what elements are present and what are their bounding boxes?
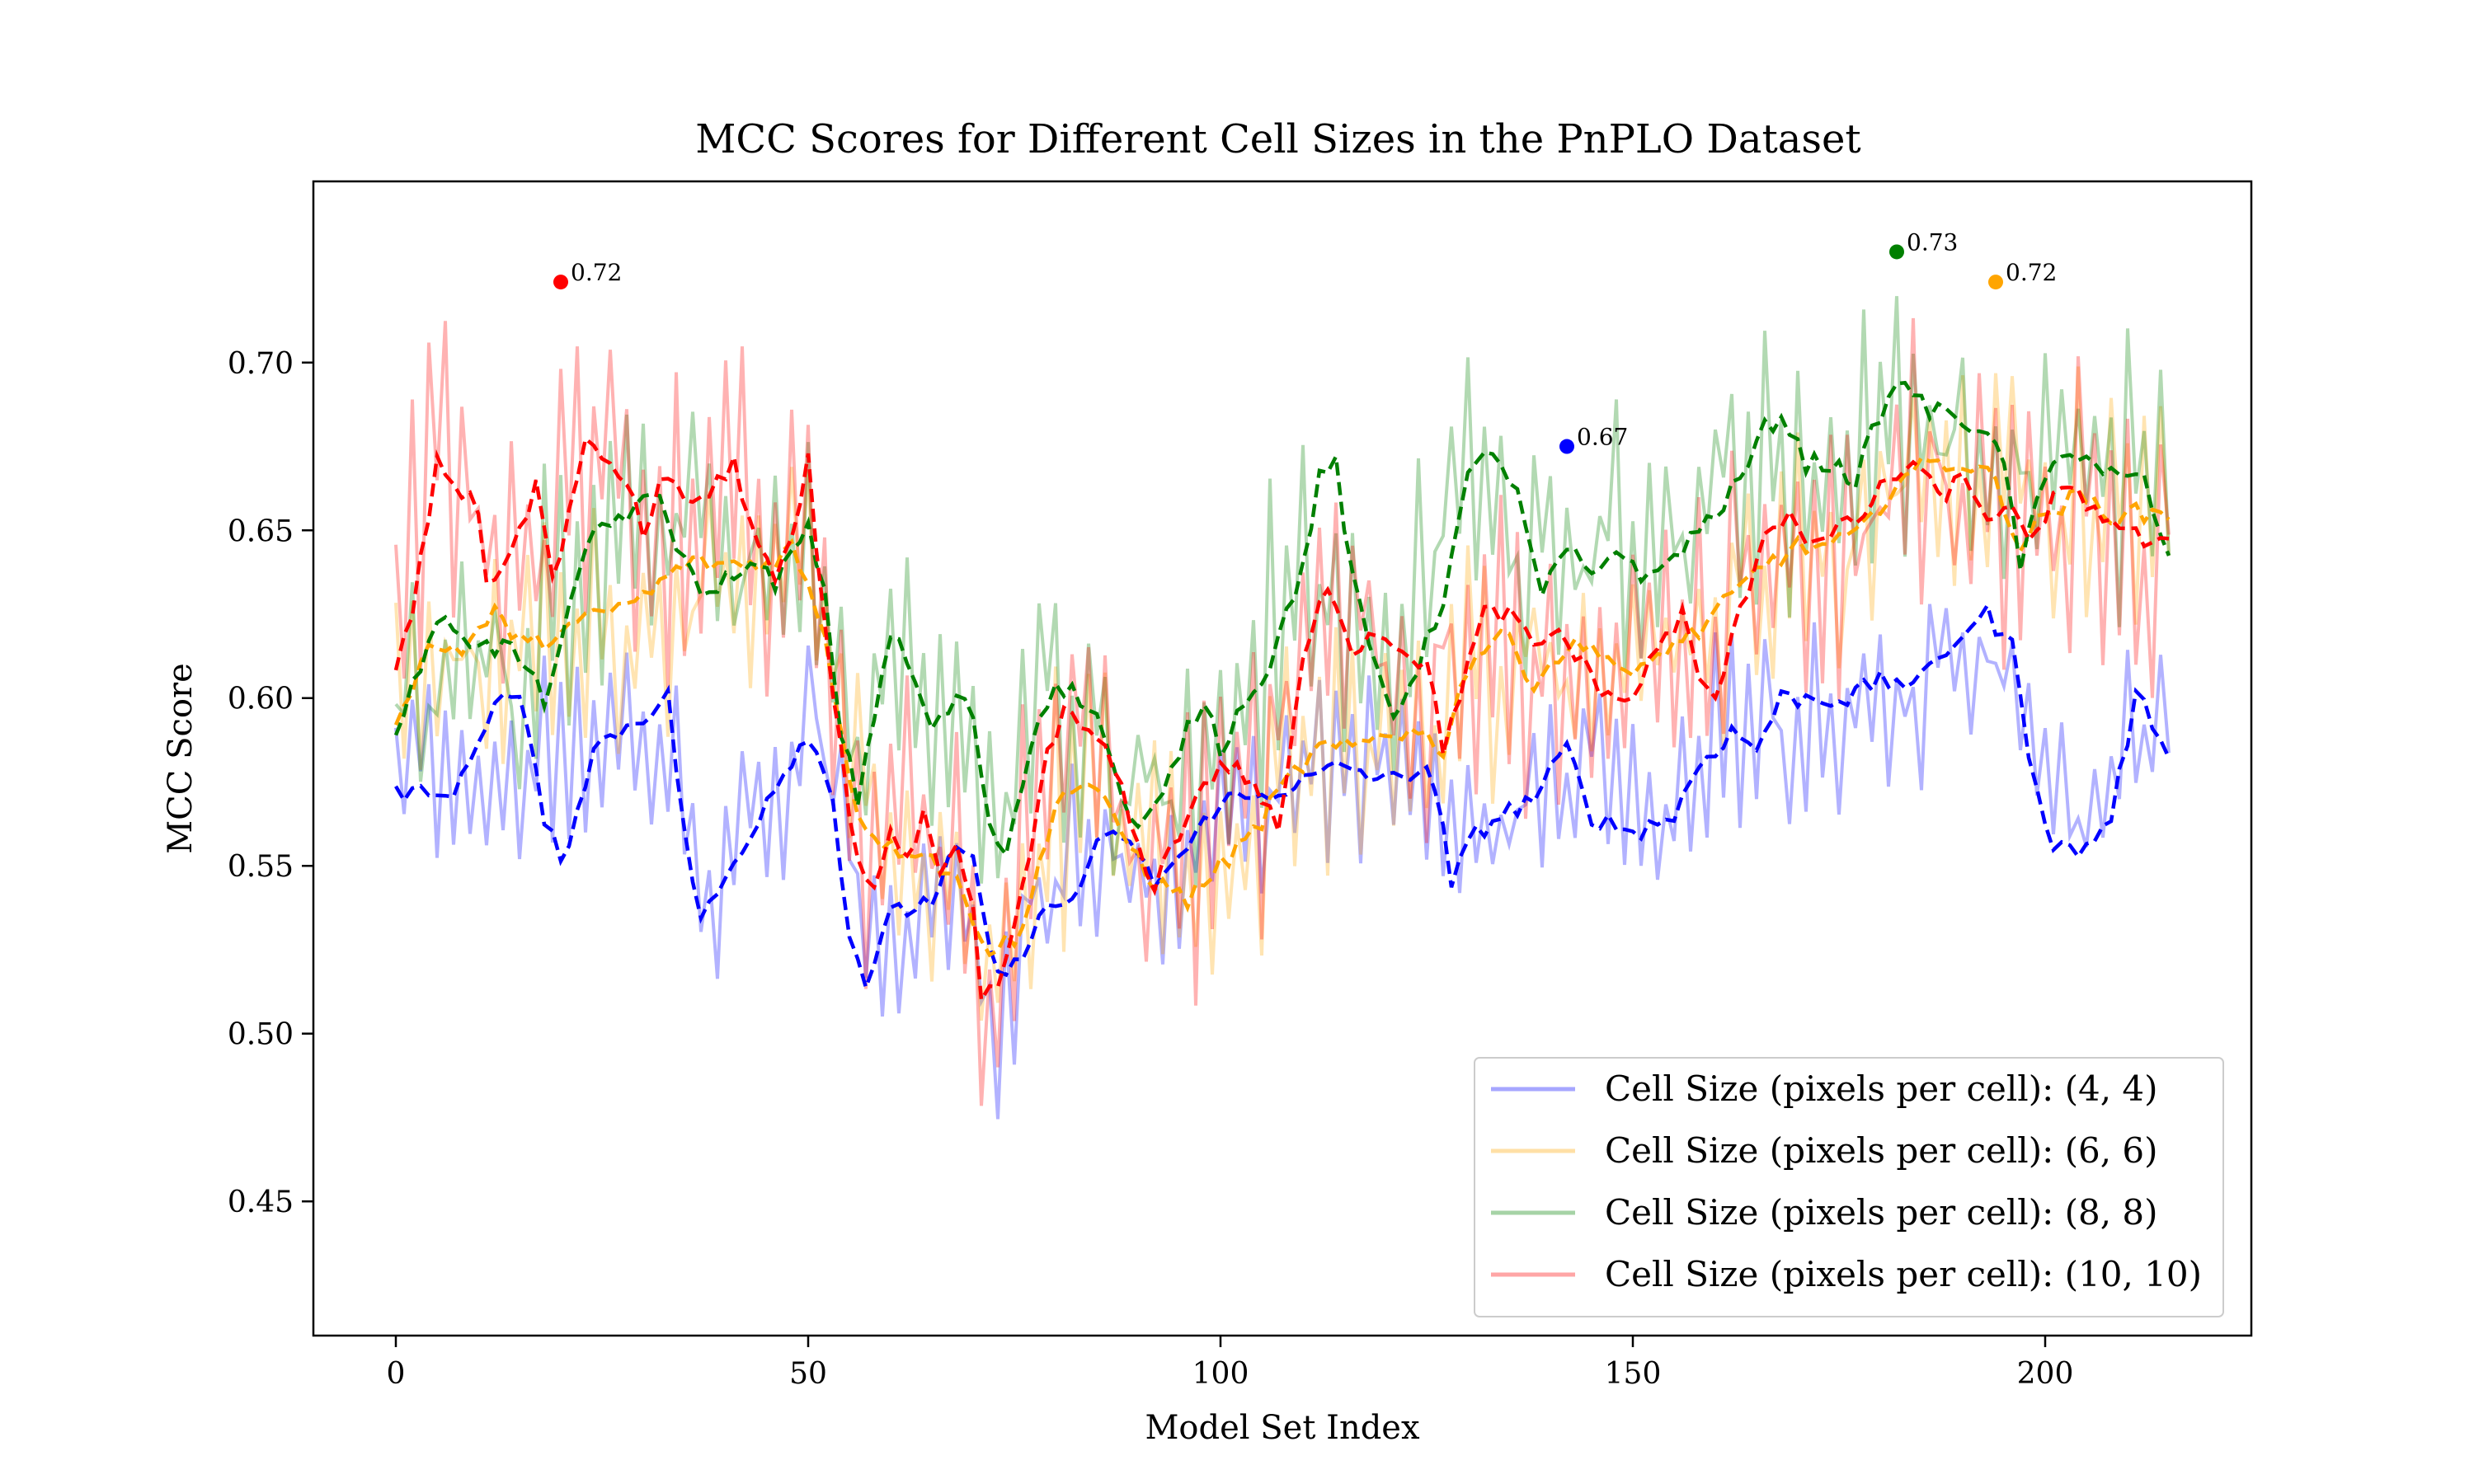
legend-box xyxy=(1474,1057,2224,1317)
x-axis-label: Model Set Index xyxy=(1145,1409,1420,1447)
y-axis-label: MCC Score xyxy=(162,663,200,854)
peak-annotations-layer: 0.67 0.72 0.73 0.72 xyxy=(553,228,2057,454)
y-axis-ticks: 0.45 0.50 0.55 0.60 0.65 0.70 xyxy=(228,347,313,1219)
peak-marker-series-2 xyxy=(1988,275,2003,290)
plot-area-frame xyxy=(312,180,2253,1337)
x-tick-label: 200 xyxy=(2017,1357,2074,1391)
raw-line-series-3 xyxy=(394,296,2171,888)
y-tick-label: 0.50 xyxy=(228,1018,294,1052)
moving-average-line-series-2 xyxy=(393,455,2171,958)
raw-line-series-4 xyxy=(394,317,2171,1106)
y-tick-label: 0.55 xyxy=(228,850,294,884)
moving-average-layer xyxy=(393,380,2171,1006)
moving-average-line-series-4 xyxy=(393,434,2170,1006)
legend-label-series-2: Cell Size (pixels per cell): (6, 6) xyxy=(1605,1130,2158,1171)
peak-label-series-4: 0.72 xyxy=(571,259,622,286)
x-tick-label: 100 xyxy=(1192,1357,1249,1391)
peak-marker-series-4 xyxy=(553,275,568,290)
legend-label-series-4: Cell Size (pixels per cell): (10, 10) xyxy=(1605,1254,2202,1294)
raw-series-layer xyxy=(394,296,2171,1120)
chart-title: MCC Scores for Different Cell Sizes in t… xyxy=(695,116,1860,162)
x-axis-ticks: 0 50 100 150 200 xyxy=(387,1336,2074,1391)
y-tick-label: 0.65 xyxy=(228,514,294,548)
x-tick-label: 150 xyxy=(1605,1357,1662,1391)
x-tick-label: 50 xyxy=(789,1357,827,1391)
raw-line-series-1 xyxy=(394,603,2171,1120)
raw-line-series-2 xyxy=(394,366,2171,1021)
moving-average-line-series-3 xyxy=(393,380,2171,859)
legend-label-series-3: Cell Size (pixels per cell): (8, 8) xyxy=(1605,1192,2158,1233)
legend: Cell Size (pixels per cell): (4, 4) Cell … xyxy=(1474,1057,2224,1317)
peak-marker-series-3 xyxy=(1889,244,1904,260)
y-tick-label: 0.70 xyxy=(228,347,294,381)
x-tick-label: 0 xyxy=(387,1357,406,1391)
y-tick-label: 0.60 xyxy=(228,683,294,716)
peak-label-series-2: 0.72 xyxy=(2006,259,2057,286)
peak-label-series-3: 0.73 xyxy=(1907,228,1958,256)
peak-marker-series-1 xyxy=(1559,439,1574,454)
legend-label-series-1: Cell Size (pixels per cell): (4, 4) xyxy=(1605,1068,2158,1109)
y-tick-label: 0.45 xyxy=(228,1186,294,1219)
peak-label-series-1: 0.67 xyxy=(1577,424,1628,451)
